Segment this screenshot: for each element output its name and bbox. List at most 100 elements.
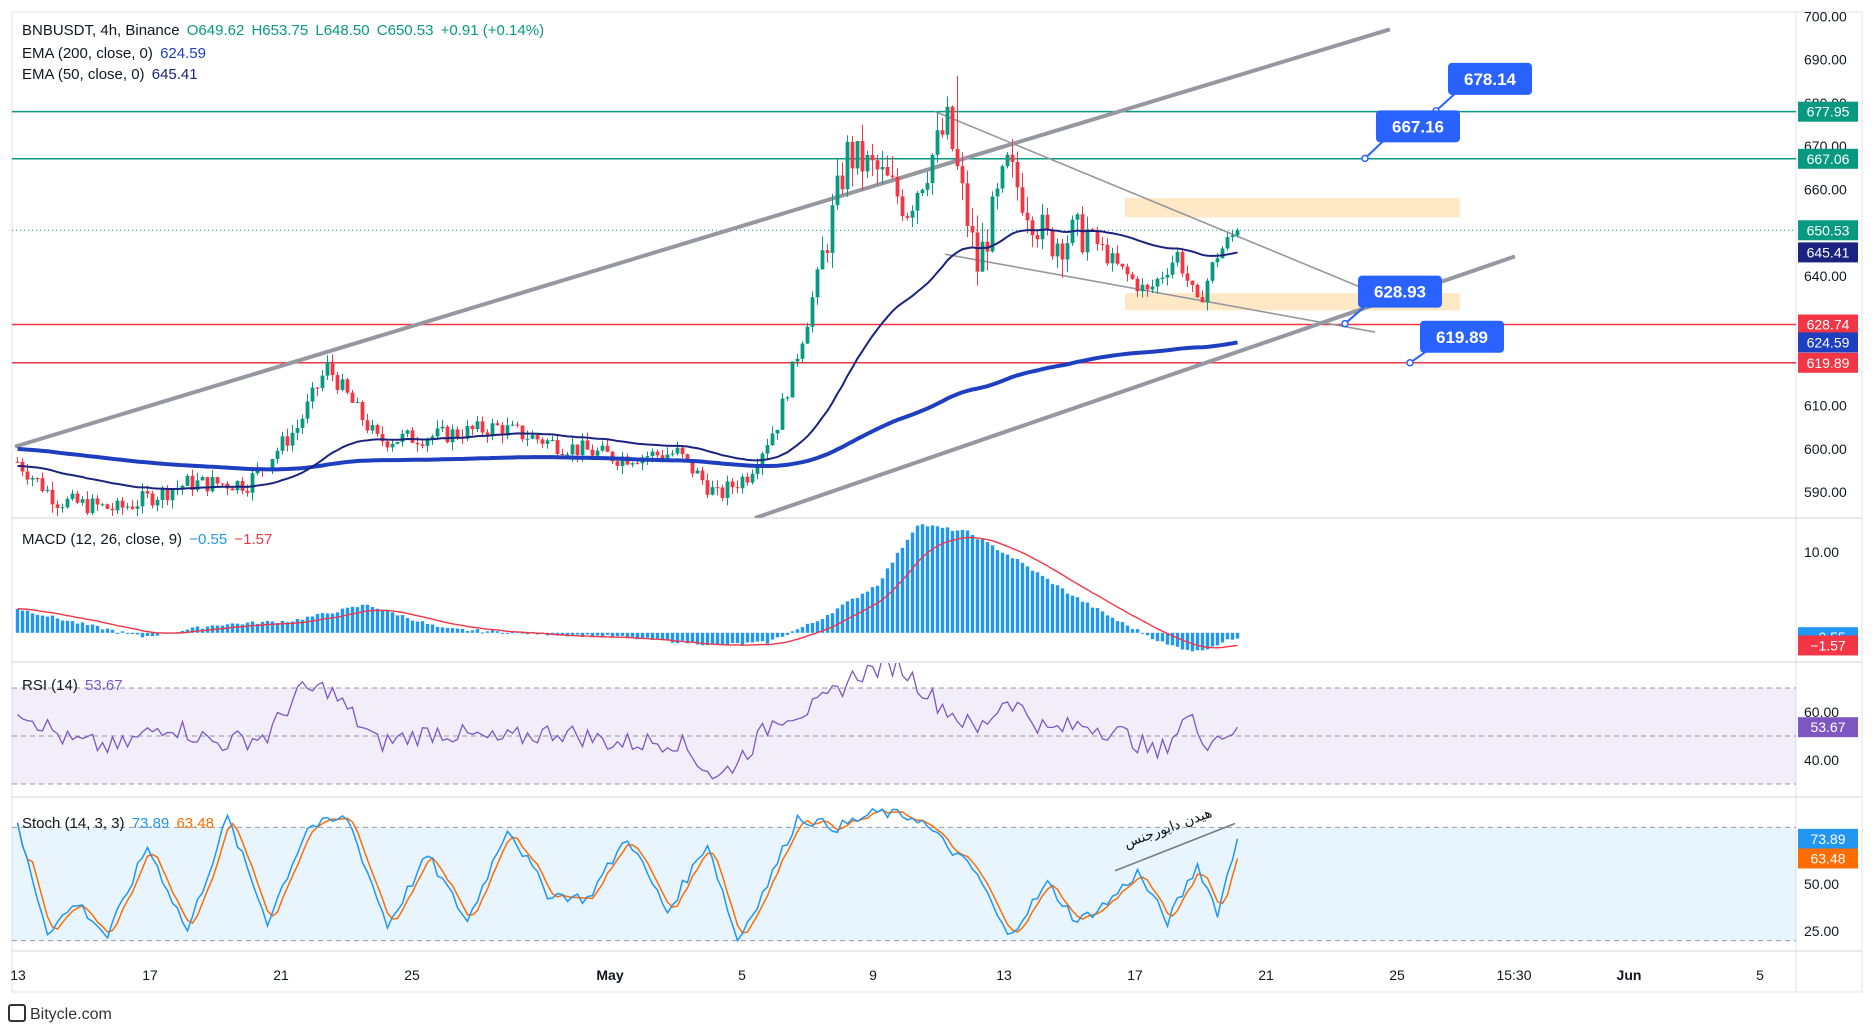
candle-body — [360, 402, 365, 421]
macd-bar — [860, 593, 865, 633]
candle-body — [1020, 187, 1025, 213]
axis-price-tag-label: 677.95 — [1807, 104, 1850, 120]
macd-bar — [285, 622, 290, 633]
macd-bar — [820, 619, 825, 633]
macd-bar — [395, 615, 400, 633]
candle-body — [800, 343, 805, 359]
candle-body — [70, 493, 75, 499]
macd-bar — [575, 632, 580, 635]
candle-body — [740, 476, 745, 489]
candle-body — [315, 387, 320, 389]
candle-body — [540, 439, 545, 444]
candle-body — [1125, 266, 1130, 275]
candle-body — [370, 425, 375, 431]
candle-body — [1225, 237, 1230, 249]
candle-body — [1050, 229, 1055, 257]
divergence-line — [1114, 822, 1236, 872]
macd-bar — [960, 530, 965, 633]
macd-bar — [470, 630, 475, 633]
candle-body — [220, 483, 225, 485]
macd-bar — [480, 632, 485, 634]
candle-body — [680, 447, 685, 455]
candle-body — [690, 459, 695, 474]
macd-bar — [245, 622, 250, 633]
candle-body — [120, 500, 125, 508]
x-tick-label: 15:30 — [1496, 967, 1531, 983]
candle-body — [535, 435, 540, 440]
ema50-legend: EMA (50, close, 0) 645.41 — [22, 66, 201, 83]
macd-bar — [155, 632, 160, 636]
macd-bar — [450, 628, 455, 633]
macd-bar — [915, 525, 920, 633]
candle-body — [685, 454, 690, 460]
candle-body — [330, 361, 335, 376]
macd-bar — [95, 625, 100, 633]
callout-label: 619.89 — [1436, 328, 1488, 347]
candle-body — [960, 166, 965, 184]
candle-body — [400, 433, 405, 442]
callout-box — [1448, 62, 1532, 95]
candle-body — [730, 481, 735, 488]
macd-bar — [385, 609, 390, 633]
macd-bar — [1120, 622, 1125, 633]
x-tick-label: 25 — [404, 967, 420, 983]
macd-bar — [1070, 595, 1075, 633]
candle-body — [1180, 251, 1185, 274]
macd-bar — [415, 621, 420, 633]
candle-body — [520, 425, 525, 440]
macd-bar — [510, 632, 515, 634]
macd-bar — [660, 632, 665, 641]
candle-body — [1005, 154, 1010, 167]
macd-bar — [715, 632, 720, 645]
macd-bar — [910, 532, 915, 633]
macd-bar — [1055, 585, 1060, 633]
candle-body — [1215, 258, 1220, 263]
candle-body — [180, 485, 185, 488]
candle-body — [925, 183, 930, 190]
candle-body — [850, 141, 855, 169]
macd-bar — [760, 632, 765, 642]
macd-bar — [55, 618, 60, 633]
macd-bar — [190, 627, 195, 633]
macd-bar — [620, 632, 625, 636]
candle-body — [215, 477, 220, 484]
candle-body — [200, 477, 205, 481]
candle-body — [375, 425, 380, 434]
macd-bar — [500, 632, 505, 634]
candle-body — [810, 297, 815, 327]
axis-price-tag — [1798, 242, 1858, 263]
macd-bar — [1005, 554, 1010, 633]
macd-signal-line — [17, 536, 1238, 649]
macd-bar — [745, 632, 750, 643]
macd-bar — [905, 539, 910, 633]
high-value: H653.75 — [251, 22, 309, 39]
macd-bar — [1025, 566, 1030, 633]
footer-brand[interactable]: Bitycle.com — [8, 1004, 112, 1024]
macd-bar — [590, 632, 595, 638]
macd-bar — [130, 632, 135, 634]
candle-body — [165, 488, 170, 501]
candle-body — [965, 183, 970, 226]
candle-body — [1085, 229, 1090, 253]
candle-body — [1210, 262, 1215, 281]
macd-bar — [975, 539, 980, 633]
candle-body — [310, 387, 315, 402]
candle-body — [300, 418, 305, 428]
chart-frame — [11, 11, 1863, 993]
candle-body — [990, 196, 995, 252]
candle-body — [230, 488, 235, 491]
macd-bar — [1010, 558, 1015, 633]
macd-bar — [295, 619, 300, 633]
macd-bar — [75, 623, 80, 633]
candle-body — [1140, 284, 1145, 292]
macd-bar — [755, 632, 760, 642]
macd-bar — [110, 629, 115, 633]
candle-body — [880, 166, 885, 170]
candle-body — [490, 423, 495, 436]
candle-body — [870, 154, 875, 161]
rsi-panel — [12, 663, 1796, 785]
candle-body — [445, 426, 450, 443]
macd-bar — [720, 632, 725, 645]
candle-body — [665, 454, 670, 459]
